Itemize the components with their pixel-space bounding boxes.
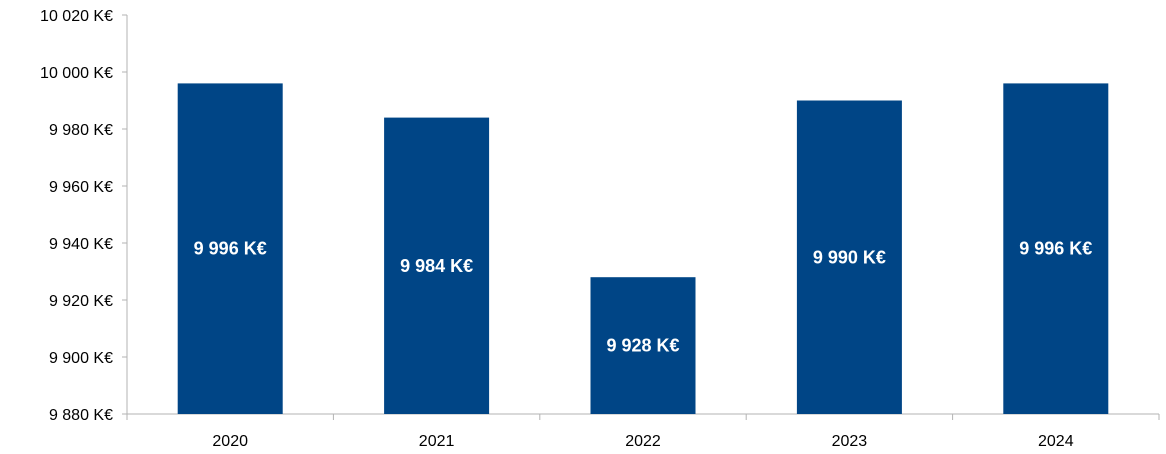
y-axis-tick-label: 10 020 K€ [40,8,113,25]
bars [177,83,1109,415]
y-axis-tick-label: 9 940 K€ [49,236,113,253]
x-axis-tick-label: 2021 [419,433,455,450]
x-axis-tick-labels: 2020 2021 2022 2023 2024 [212,433,1073,450]
y-axis-tick-label: 10 000 K€ [40,65,113,82]
x-axis-tick-label: 2024 [1038,433,1074,450]
y-axis-tick-label: 9 920 K€ [49,293,113,310]
bar-2021 [384,117,490,414]
bar-2022 [590,277,696,414]
y-axis-tick-label: 9 960 K€ [49,179,113,196]
y-axis-tick-label: 9 900 K€ [49,350,113,367]
data-label-2021: 9 984 K€ [400,256,473,276]
x-axis-tick-label: 2023 [832,433,868,450]
bar-2023 [796,100,902,414]
y-axis-tick-label: 9 880 K€ [49,407,113,424]
x-axis-tick-label: 2020 [212,433,248,450]
x-axis-tick-label: 2022 [625,433,661,450]
data-label-2022: 9 928 K€ [606,336,679,356]
bar-2024 [1003,83,1109,415]
data-label-2020: 9 996 K€ [194,239,267,259]
data-labels: 9 996 K€ 9 984 K€ 9 928 K€ 9 990 K€ 9 996 K€ [194,239,1093,356]
data-label-2023: 9 990 K€ [813,247,886,267]
y-axis-tick-label: 9 980 K€ [49,122,113,139]
bar-2020 [177,83,283,415]
data-label-2024: 9 996 K€ [1019,239,1092,259]
y-axis-tick-labels: 9 880 K€ 9 900 K€ 9 920 K€ 9 940 K€ 9 960 K€… [40,8,113,424]
